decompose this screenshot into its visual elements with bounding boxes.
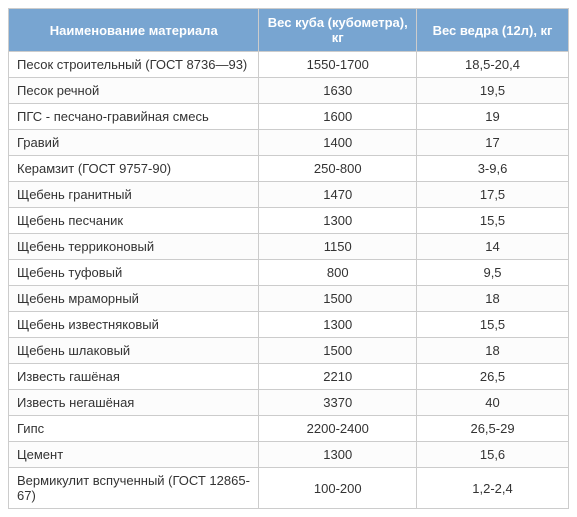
cell-material-name: Гипс: [9, 416, 259, 442]
cell-material-name: Щебень песчаник: [9, 208, 259, 234]
cell-material-name: Песок строительный (ГОСТ 8736—93): [9, 52, 259, 78]
cell-cube-weight: 250-800: [259, 156, 417, 182]
table-row: ПГС - песчано-гравийная смесь160019: [9, 104, 569, 130]
table-row: Песок строительный (ГОСТ 8736—93)1550-17…: [9, 52, 569, 78]
cell-bucket-weight: 40: [417, 390, 569, 416]
cell-material-name: Цемент: [9, 442, 259, 468]
table-row: Известь негашёная337040: [9, 390, 569, 416]
table-row: Щебень мраморный150018: [9, 286, 569, 312]
cell-cube-weight: 1500: [259, 286, 417, 312]
cell-material-name: Щебень известняковый: [9, 312, 259, 338]
cell-material-name: Керамзит (ГОСТ 9757-90): [9, 156, 259, 182]
cell-bucket-weight: 19: [417, 104, 569, 130]
col-header-cube: Вес куба (кубометра), кг: [259, 9, 417, 52]
cell-cube-weight: 800: [259, 260, 417, 286]
table-row: Щебень гранитный147017,5: [9, 182, 569, 208]
table-row: Щебень песчаник130015,5: [9, 208, 569, 234]
table-row: Гипс2200-240026,5-29: [9, 416, 569, 442]
cell-cube-weight: 1300: [259, 442, 417, 468]
table-row: Гравий140017: [9, 130, 569, 156]
cell-bucket-weight: 17: [417, 130, 569, 156]
cell-material-name: Гравий: [9, 130, 259, 156]
cell-cube-weight: 3370: [259, 390, 417, 416]
materials-table: Наименование материала Вес куба (кубомет…: [8, 8, 569, 509]
table-header-row: Наименование материала Вес куба (кубомет…: [9, 9, 569, 52]
table-body: Песок строительный (ГОСТ 8736—93)1550-17…: [9, 52, 569, 509]
cell-cube-weight: 1300: [259, 208, 417, 234]
cell-material-name: Щебень гранитный: [9, 182, 259, 208]
cell-bucket-weight: 15,6: [417, 442, 569, 468]
table-row: Известь гашёная221026,5: [9, 364, 569, 390]
cell-bucket-weight: 14: [417, 234, 569, 260]
cell-material-name: Вермикулит вспученный (ГОСТ 12865-67): [9, 468, 259, 509]
cell-bucket-weight: 15,5: [417, 312, 569, 338]
cell-material-name: Щебень терриконовый: [9, 234, 259, 260]
col-header-bucket: Вес ведра (12л), кг: [417, 9, 569, 52]
cell-cube-weight: 2210: [259, 364, 417, 390]
cell-material-name: ПГС - песчано-гравийная смесь: [9, 104, 259, 130]
cell-bucket-weight: 1,2-2,4: [417, 468, 569, 509]
cell-cube-weight: 1400: [259, 130, 417, 156]
cell-cube-weight: 1500: [259, 338, 417, 364]
cell-cube-weight: 2200-2400: [259, 416, 417, 442]
cell-cube-weight: 1630: [259, 78, 417, 104]
cell-bucket-weight: 15,5: [417, 208, 569, 234]
cell-cube-weight: 1550-1700: [259, 52, 417, 78]
cell-cube-weight: 1470: [259, 182, 417, 208]
cell-bucket-weight: 9,5: [417, 260, 569, 286]
cell-bucket-weight: 26,5: [417, 364, 569, 390]
table-row: Щебень терриконовый115014: [9, 234, 569, 260]
cell-cube-weight: 1600: [259, 104, 417, 130]
cell-bucket-weight: 17,5: [417, 182, 569, 208]
cell-material-name: Щебень шлаковый: [9, 338, 259, 364]
cell-bucket-weight: 19,5: [417, 78, 569, 104]
table-row: Щебень туфовый8009,5: [9, 260, 569, 286]
cell-material-name: Щебень туфовый: [9, 260, 259, 286]
table-row: Вермикулит вспученный (ГОСТ 12865-67)100…: [9, 468, 569, 509]
cell-bucket-weight: 18,5-20,4: [417, 52, 569, 78]
col-header-name: Наименование материала: [9, 9, 259, 52]
cell-cube-weight: 1300: [259, 312, 417, 338]
table-row: Щебень известняковый130015,5: [9, 312, 569, 338]
cell-material-name: Известь негашёная: [9, 390, 259, 416]
cell-material-name: Песок речной: [9, 78, 259, 104]
table-row: Цемент130015,6: [9, 442, 569, 468]
cell-bucket-weight: 26,5-29: [417, 416, 569, 442]
table-row: Щебень шлаковый150018: [9, 338, 569, 364]
table-row: Керамзит (ГОСТ 9757-90)250-8003-9,6: [9, 156, 569, 182]
cell-bucket-weight: 18: [417, 286, 569, 312]
cell-bucket-weight: 18: [417, 338, 569, 364]
cell-material-name: Известь гашёная: [9, 364, 259, 390]
cell-bucket-weight: 3-9,6: [417, 156, 569, 182]
cell-cube-weight: 100-200: [259, 468, 417, 509]
cell-cube-weight: 1150: [259, 234, 417, 260]
cell-material-name: Щебень мраморный: [9, 286, 259, 312]
table-row: Песок речной163019,5: [9, 78, 569, 104]
